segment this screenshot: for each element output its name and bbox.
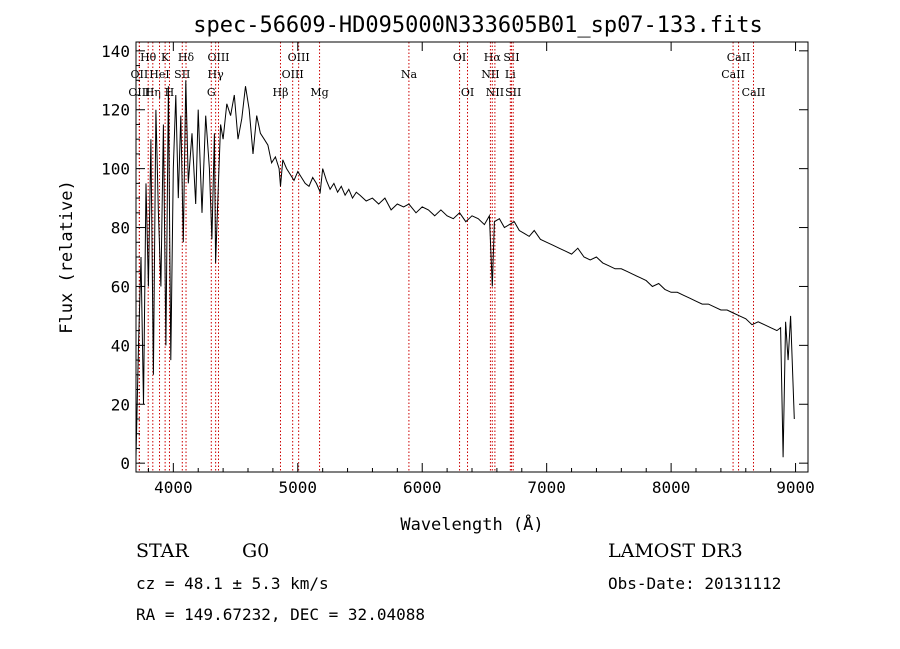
line-label: Hα [484, 51, 502, 64]
line-label: OI [461, 86, 474, 99]
chart-title: spec-56609-HD095000N333605B01_sp07-133.f… [193, 13, 763, 38]
observation-date: Obs-Date: 20131112 [608, 574, 782, 593]
line-label: Hβ [273, 86, 289, 99]
y-tick-label: 100 [101, 160, 130, 179]
line-label: CaII [742, 86, 766, 99]
x-tick-label: 9000 [776, 478, 815, 497]
y-tick-label: 120 [101, 101, 130, 120]
y-axis-label: Flux (relative) [57, 180, 77, 334]
line-label: CaII [721, 68, 745, 81]
y-tick-label: 20 [111, 395, 130, 414]
x-tick-label: 5000 [279, 478, 318, 497]
line-label: OI [453, 51, 466, 64]
line-label: OIII [282, 68, 304, 81]
y-tick-label: 140 [101, 42, 130, 61]
line-label: OIII [207, 51, 229, 64]
line-label: G [207, 86, 216, 99]
line-label: OIII [128, 86, 150, 99]
line-label: Na [401, 68, 418, 81]
line-label: Hδ [178, 51, 195, 64]
x-tick-label: 4000 [154, 478, 193, 497]
line-label: SII [174, 68, 190, 81]
object-class: STAR [136, 540, 189, 562]
line-label: HeI [149, 68, 169, 81]
survey-label: LAMOST DR3 [608, 540, 743, 562]
y-tick-label: 0 [120, 454, 130, 473]
line-label: K [161, 51, 170, 64]
line-label: Li [505, 68, 516, 81]
y-tick-label: 40 [111, 336, 130, 355]
line-label: SII [505, 86, 521, 99]
line-label: OIII [288, 51, 310, 64]
line-label: NII [481, 68, 499, 81]
line-label: Hη [145, 86, 161, 99]
line-label: Hθ [140, 51, 157, 64]
line-label: SII [503, 51, 519, 64]
line-label: H [165, 86, 175, 99]
coordinates: RA = 149.67232, DEC = 32.04088 [136, 605, 425, 624]
x-tick-label: 7000 [527, 478, 566, 497]
spectrum-line [135, 80, 795, 458]
line-label: Hγ [208, 68, 225, 81]
line-label: Mg [310, 86, 328, 99]
redshift-velocity: cz = 48.1 ± 5.3 km/s [136, 574, 329, 593]
line-label: CaII [727, 51, 751, 64]
y-tick-label: 60 [111, 277, 130, 296]
x-axis-label: Wavelength (Å) [400, 513, 543, 535]
line-label: NII [486, 86, 504, 99]
x-tick-label: 8000 [652, 478, 691, 497]
x-tick-label: 6000 [403, 478, 442, 497]
y-tick-label: 80 [111, 219, 130, 238]
object-subclass: G0 [242, 540, 270, 562]
plot-frame [135, 41, 809, 473]
